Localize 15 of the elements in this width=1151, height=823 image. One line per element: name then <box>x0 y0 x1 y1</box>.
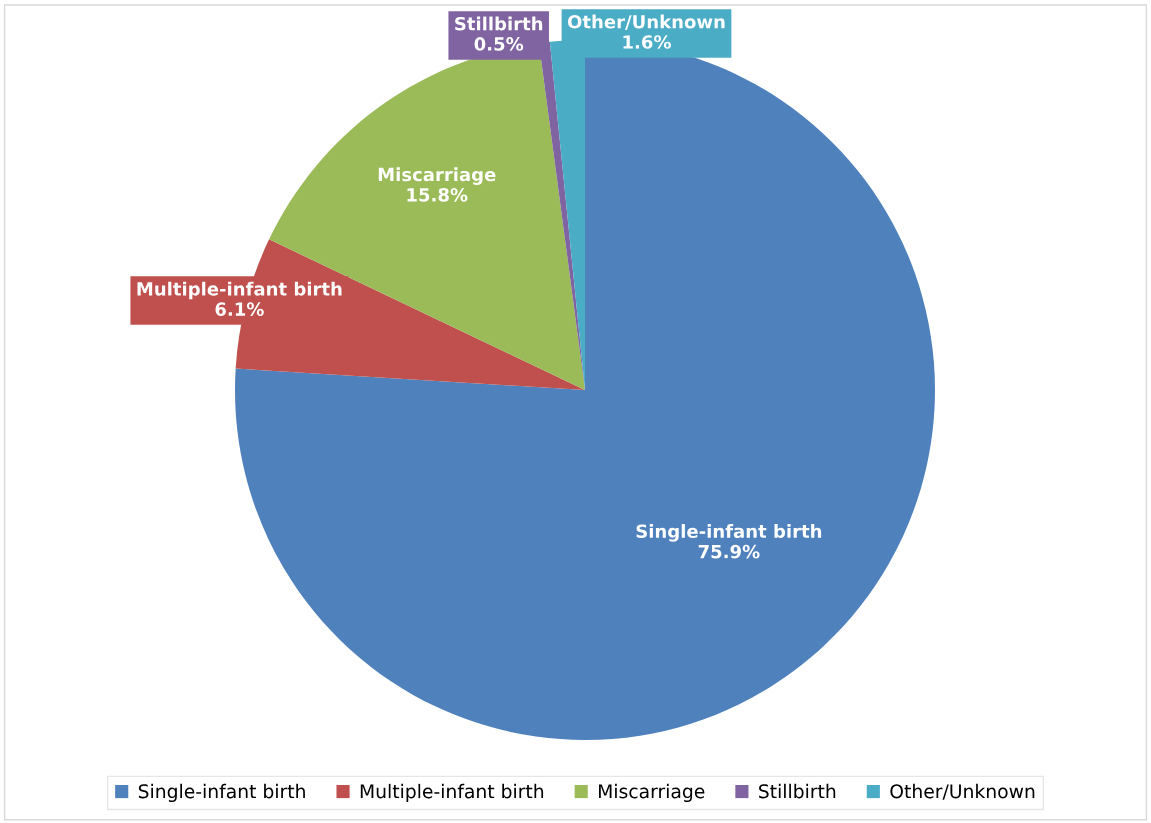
data-label: 0.5% <box>474 37 524 51</box>
legend-label: Single-infant birth <box>138 783 305 803</box>
legend-label: Multiple-infant birth <box>360 783 544 803</box>
slice-label: Other/Unknown <box>567 14 725 30</box>
slice-label: Single-infant birth <box>636 524 822 542</box>
legend-label: Other/Unknown <box>890 783 1035 800</box>
data-label: 6.1% <box>215 302 264 316</box>
data-label: 75.9% <box>698 544 760 559</box>
slice-label: Miscarriage <box>378 167 496 185</box>
legend-label: Miscarriage <box>598 783 705 803</box>
slice-label: Multiple-infant birth <box>137 281 342 300</box>
data-label: 15.8% <box>407 187 468 202</box>
slice-label: Stillbirth <box>455 16 543 31</box>
legend-label: Stillbirth <box>759 783 836 799</box>
data-label: 1.6% <box>623 35 671 49</box>
